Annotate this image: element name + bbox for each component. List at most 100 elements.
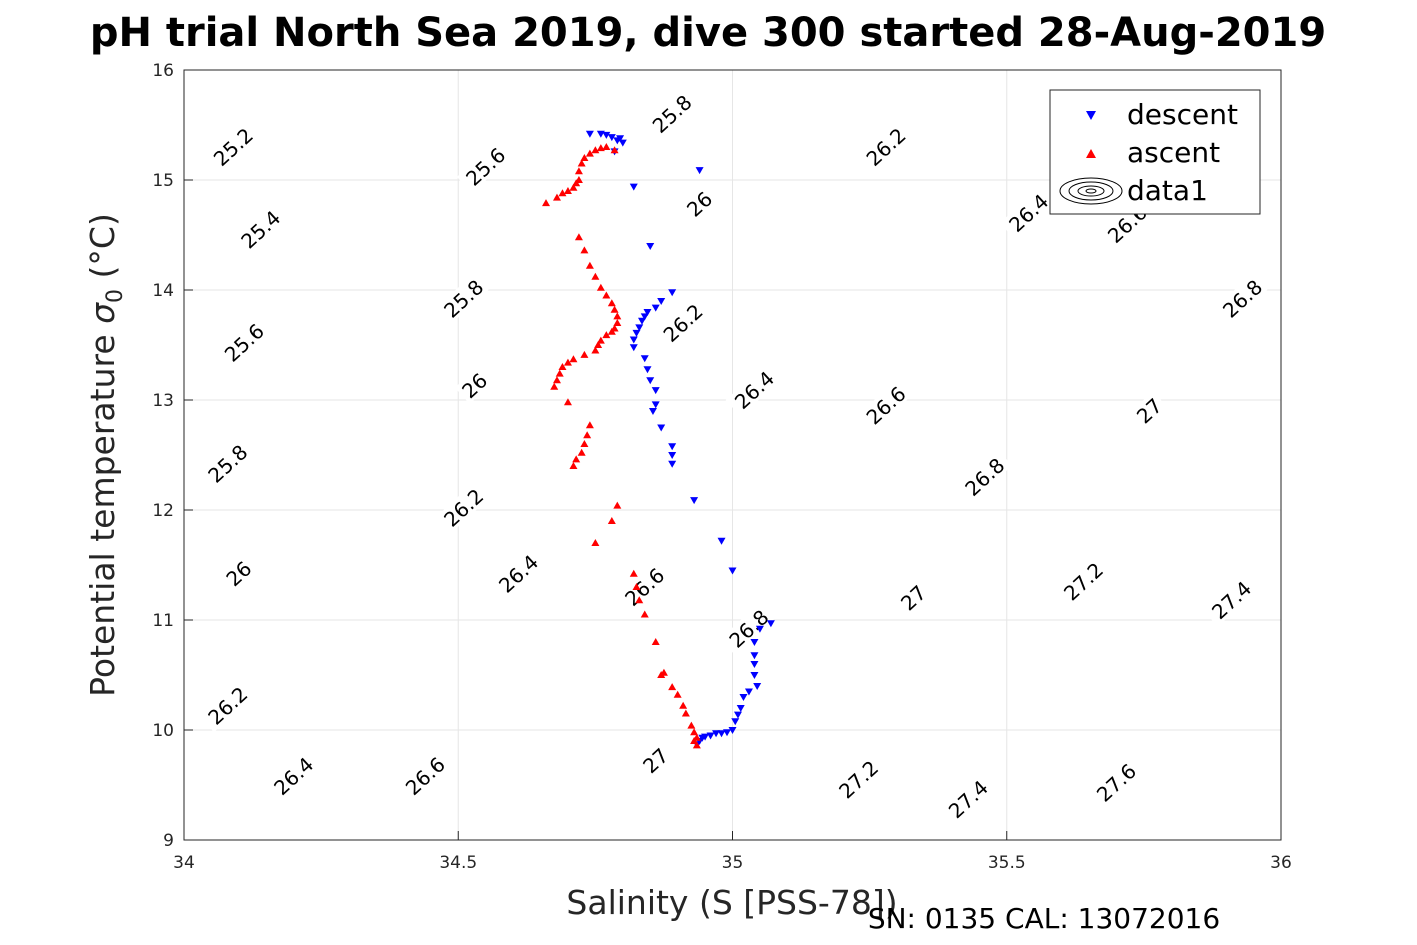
ascent-point bbox=[558, 363, 567, 370]
ascent-point bbox=[580, 246, 589, 254]
descent-point bbox=[640, 355, 649, 363]
ascent-point bbox=[552, 376, 561, 384]
ascent-point bbox=[651, 638, 660, 645]
contour-label-gap bbox=[893, 578, 933, 617]
ascent-point bbox=[574, 167, 583, 175]
chart-title: pH trial North Sea 2019, dive 300 starte… bbox=[90, 10, 1326, 56]
descent-point bbox=[668, 443, 677, 451]
ascent-point bbox=[613, 312, 622, 320]
contour-label-gap bbox=[829, 751, 887, 806]
descent-point bbox=[657, 298, 666, 305]
contour-label-gap bbox=[1054, 553, 1111, 608]
ascent-point bbox=[591, 272, 600, 280]
ascent-point bbox=[596, 336, 605, 344]
contour-label-gap bbox=[615, 559, 673, 614]
y-tick-label: 16 bbox=[152, 61, 174, 81]
y-tick-label: 13 bbox=[152, 391, 174, 411]
contour-label-gap bbox=[1202, 572, 1260, 627]
ascent-point bbox=[632, 583, 641, 590]
contour-label-gap bbox=[956, 449, 1013, 504]
ascent-point bbox=[585, 149, 594, 157]
data-points bbox=[542, 130, 775, 749]
descent-point bbox=[750, 672, 759, 679]
descent-point bbox=[739, 694, 748, 701]
descent-point bbox=[728, 727, 737, 734]
ascent-point bbox=[591, 539, 600, 546]
contour-label-gap bbox=[199, 678, 256, 733]
descent-point bbox=[668, 460, 677, 468]
descent-point bbox=[629, 183, 638, 191]
legend-box bbox=[1049, 89, 1261, 215]
ascent-point bbox=[577, 448, 586, 456]
ascent-point bbox=[569, 355, 578, 363]
contour-label-gap bbox=[434, 480, 492, 535]
ascent-point bbox=[574, 233, 583, 241]
ascent-point bbox=[552, 193, 561, 201]
ascent-point bbox=[602, 291, 611, 299]
descent-point bbox=[651, 401, 660, 409]
ascent-point bbox=[585, 261, 594, 269]
contour-label-gap bbox=[643, 86, 700, 141]
axis-ticks: 34 34.5 35 35.5 36 9 10 11 12 13 14 15 16 bbox=[152, 61, 1291, 873]
legend-descent-marker bbox=[1086, 111, 1096, 120]
contour-label-gap bbox=[1087, 755, 1144, 810]
ascent-point bbox=[610, 146, 619, 154]
y-tick-label: 15 bbox=[152, 171, 174, 191]
y-tick-label: 11 bbox=[152, 611, 174, 631]
ascent-point bbox=[594, 341, 603, 348]
ascent-point bbox=[681, 709, 690, 717]
ascent-point bbox=[640, 610, 649, 618]
ascent-point bbox=[657, 671, 666, 678]
descent-point bbox=[607, 134, 616, 142]
descent-point bbox=[640, 313, 649, 321]
ascent-point bbox=[692, 741, 701, 749]
ascent-point bbox=[585, 421, 594, 429]
descent-point bbox=[690, 497, 699, 505]
ascent-point bbox=[563, 358, 572, 366]
contour-label-gap bbox=[939, 771, 996, 826]
legend-data1-label: data1 bbox=[1127, 174, 1208, 207]
descent-point bbox=[695, 167, 704, 175]
serial-calibration-note: SN: 0135 CAL: 13072016 bbox=[868, 902, 1220, 935]
descent-point bbox=[648, 408, 657, 415]
y-tick-label: 14 bbox=[152, 281, 174, 301]
descent-point bbox=[717, 537, 726, 545]
ascent-point bbox=[607, 299, 616, 307]
contour-label-gap bbox=[454, 366, 494, 404]
ascent-point bbox=[583, 431, 592, 439]
contour-label-gap bbox=[725, 362, 782, 417]
legend-ascent-label: ascent bbox=[1127, 136, 1220, 169]
x-tick-label: 36 bbox=[1270, 853, 1292, 873]
contour-label-gap bbox=[199, 436, 256, 491]
descent-point bbox=[717, 730, 726, 738]
y-tick-label: 12 bbox=[152, 501, 174, 521]
ascent-point bbox=[569, 183, 578, 191]
ascent-point bbox=[602, 331, 611, 339]
ascent-point bbox=[687, 721, 696, 729]
descent-point bbox=[657, 424, 666, 432]
legend-ascent-marker bbox=[1086, 149, 1096, 158]
descent-point bbox=[618, 139, 627, 147]
descent-point bbox=[668, 289, 677, 297]
ascent-point bbox=[673, 690, 682, 698]
ascent-point bbox=[610, 305, 619, 313]
descent-point bbox=[637, 317, 646, 325]
descent-point bbox=[629, 336, 638, 344]
contour-label-gap bbox=[456, 139, 514, 194]
legend: descent ascent data1 bbox=[1049, 89, 1261, 215]
ascent-point bbox=[577, 159, 586, 167]
x-tick-label: 34 bbox=[173, 853, 195, 873]
ascent-point bbox=[629, 569, 638, 577]
contour-label-gap bbox=[654, 295, 711, 350]
contour-label-gap bbox=[218, 554, 258, 592]
contour-label-gap bbox=[215, 315, 272, 370]
ascent-point bbox=[591, 146, 600, 154]
contour-label-gap bbox=[434, 271, 492, 326]
ascent-point bbox=[607, 327, 616, 335]
descent-point bbox=[651, 387, 660, 395]
ascent-point bbox=[580, 154, 589, 161]
contour-label-gap bbox=[489, 546, 546, 601]
ascent-point bbox=[558, 189, 567, 197]
ascent-point bbox=[596, 283, 605, 291]
ascent-point bbox=[679, 701, 688, 709]
